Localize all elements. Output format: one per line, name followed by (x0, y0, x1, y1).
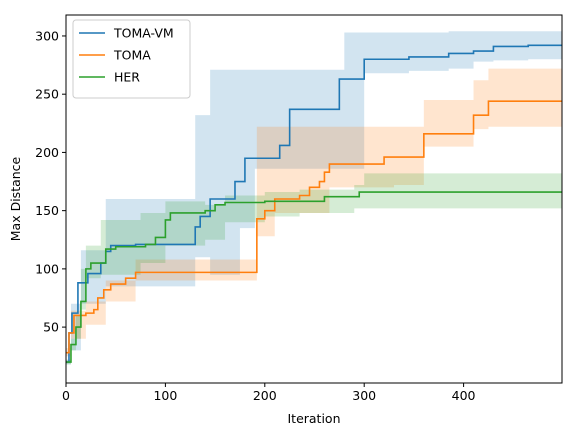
y-axis: 50 100 150 200 250 300 (35, 28, 66, 335)
x-tick-label: 300 (352, 388, 376, 403)
y-tick-label: 200 (35, 145, 59, 160)
x-tick-label: 400 (452, 388, 476, 403)
plot-frame (65, 14, 563, 384)
x-tick-label: 0 (62, 388, 70, 403)
y-tick-label: 50 (43, 320, 59, 335)
band-her (66, 173, 562, 365)
lines-layer (66, 44, 562, 363)
x-axis-label: Iteration (287, 411, 340, 426)
bands-layer (66, 31, 562, 365)
x-axis: 0 100 200 300 400 (62, 383, 476, 403)
legend-label-her: HER (114, 70, 140, 85)
y-axis-label: Max Distance (8, 156, 23, 241)
band-toma (66, 68, 562, 357)
y-tick-label: 300 (35, 28, 59, 43)
series-line-toma (66, 100, 562, 354)
y-tick-label: 250 (35, 87, 59, 102)
series-line-her (66, 191, 562, 363)
y-tick-label: 100 (35, 261, 59, 276)
x-tick-label: 100 (153, 388, 177, 403)
legend-label-toma-vm: TOMA-VM (113, 26, 174, 41)
legend-box (72, 19, 191, 99)
y-tick-label: 150 (35, 203, 59, 218)
legend-label-toma: TOMA (113, 48, 151, 63)
legend: TOMA-VM TOMA HER (72, 19, 191, 99)
band-toma-vm (66, 31, 562, 365)
x-tick-label: 200 (253, 388, 277, 403)
series-line-toma-vm (66, 44, 562, 363)
